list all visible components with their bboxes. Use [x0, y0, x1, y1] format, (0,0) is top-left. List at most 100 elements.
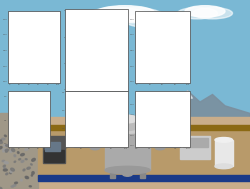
Bar: [45, 142, 60, 151]
Ellipse shape: [10, 150, 12, 153]
Ellipse shape: [75, 13, 110, 25]
Ellipse shape: [18, 152, 19, 153]
Ellipse shape: [25, 124, 27, 125]
Ellipse shape: [0, 187, 2, 189]
Ellipse shape: [11, 168, 15, 171]
Ellipse shape: [102, 8, 162, 23]
Bar: [0, 117, 250, 189]
Ellipse shape: [4, 167, 6, 170]
Bar: [38, 125, 250, 130]
Ellipse shape: [14, 155, 16, 157]
Polygon shape: [158, 94, 168, 102]
Ellipse shape: [32, 172, 34, 174]
Ellipse shape: [4, 162, 8, 164]
Ellipse shape: [21, 117, 22, 118]
Ellipse shape: [30, 119, 33, 121]
Bar: [105, 129, 150, 170]
Ellipse shape: [21, 132, 23, 134]
Ellipse shape: [31, 175, 32, 176]
Ellipse shape: [16, 136, 18, 138]
Ellipse shape: [20, 153, 24, 156]
Ellipse shape: [111, 115, 144, 130]
Ellipse shape: [5, 149, 8, 151]
Ellipse shape: [34, 139, 36, 142]
Ellipse shape: [215, 138, 232, 142]
Ellipse shape: [6, 145, 9, 147]
Bar: [180, 136, 210, 159]
Bar: [110, 168, 115, 178]
Ellipse shape: [90, 13, 125, 25]
Ellipse shape: [27, 167, 30, 169]
Ellipse shape: [25, 176, 28, 179]
Bar: [0, 0, 250, 121]
Ellipse shape: [23, 169, 25, 171]
Bar: [135, 11, 190, 83]
Ellipse shape: [19, 159, 21, 160]
Bar: [8, 11, 60, 83]
Ellipse shape: [25, 159, 27, 160]
Bar: [8, 91, 50, 147]
Ellipse shape: [20, 179, 22, 181]
Bar: [44, 150, 64, 162]
Ellipse shape: [215, 164, 232, 169]
Ellipse shape: [9, 142, 11, 144]
Ellipse shape: [2, 138, 5, 140]
Ellipse shape: [4, 145, 5, 146]
Ellipse shape: [90, 145, 100, 150]
Ellipse shape: [2, 149, 7, 151]
Ellipse shape: [10, 170, 12, 173]
Ellipse shape: [105, 124, 150, 133]
Ellipse shape: [132, 12, 178, 26]
Ellipse shape: [12, 148, 15, 152]
Ellipse shape: [26, 177, 28, 178]
Ellipse shape: [13, 185, 16, 186]
Ellipse shape: [29, 120, 31, 122]
Ellipse shape: [3, 151, 4, 152]
Ellipse shape: [10, 173, 11, 174]
Ellipse shape: [11, 186, 14, 187]
Ellipse shape: [122, 172, 132, 176]
Ellipse shape: [185, 6, 225, 17]
Ellipse shape: [14, 182, 18, 184]
Ellipse shape: [3, 169, 7, 171]
Ellipse shape: [32, 125, 33, 126]
Ellipse shape: [0, 140, 2, 141]
Bar: [182, 138, 208, 147]
Ellipse shape: [2, 160, 4, 162]
Ellipse shape: [27, 122, 28, 123]
Ellipse shape: [0, 141, 2, 143]
Bar: [0, 113, 38, 189]
Ellipse shape: [26, 129, 28, 131]
Ellipse shape: [16, 125, 18, 126]
Ellipse shape: [192, 8, 232, 19]
Ellipse shape: [178, 8, 218, 19]
Ellipse shape: [32, 139, 35, 141]
Bar: [42, 136, 65, 163]
Ellipse shape: [140, 14, 185, 27]
Polygon shape: [182, 91, 192, 98]
Bar: [65, 9, 128, 91]
Bar: [135, 91, 190, 147]
Ellipse shape: [11, 132, 13, 134]
Ellipse shape: [29, 186, 32, 187]
Ellipse shape: [125, 14, 170, 27]
Ellipse shape: [105, 166, 150, 174]
Ellipse shape: [6, 173, 8, 175]
Ellipse shape: [6, 151, 8, 152]
Ellipse shape: [27, 133, 28, 134]
Ellipse shape: [31, 164, 32, 165]
Ellipse shape: [4, 135, 6, 137]
Ellipse shape: [88, 8, 148, 23]
Bar: [38, 175, 250, 181]
Ellipse shape: [118, 115, 138, 123]
Ellipse shape: [14, 161, 16, 162]
Ellipse shape: [25, 142, 27, 144]
Ellipse shape: [0, 146, 2, 149]
Ellipse shape: [82, 11, 118, 23]
Polygon shape: [145, 91, 250, 189]
Bar: [38, 127, 250, 180]
Bar: [65, 91, 128, 147]
Ellipse shape: [32, 158, 35, 161]
Ellipse shape: [95, 6, 155, 21]
Ellipse shape: [21, 160, 24, 162]
